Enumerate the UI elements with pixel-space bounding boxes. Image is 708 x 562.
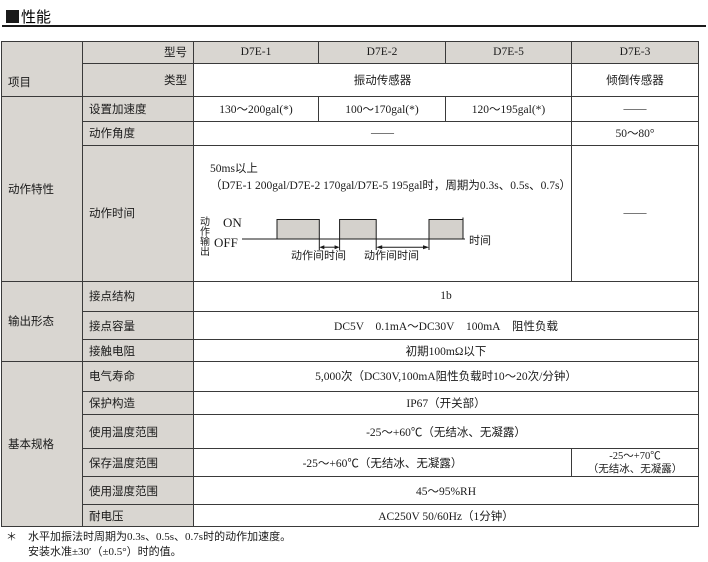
svg-text:动作间时间: 动作间时间 (291, 247, 346, 263)
svg-text:出: 出 (200, 243, 210, 258)
svg-text:OFF: OFF (214, 235, 238, 250)
svg-text:ON: ON (223, 215, 242, 230)
svg-text:动作间时间: 动作间时间 (364, 247, 419, 263)
svg-text:时间: 时间 (469, 232, 491, 248)
